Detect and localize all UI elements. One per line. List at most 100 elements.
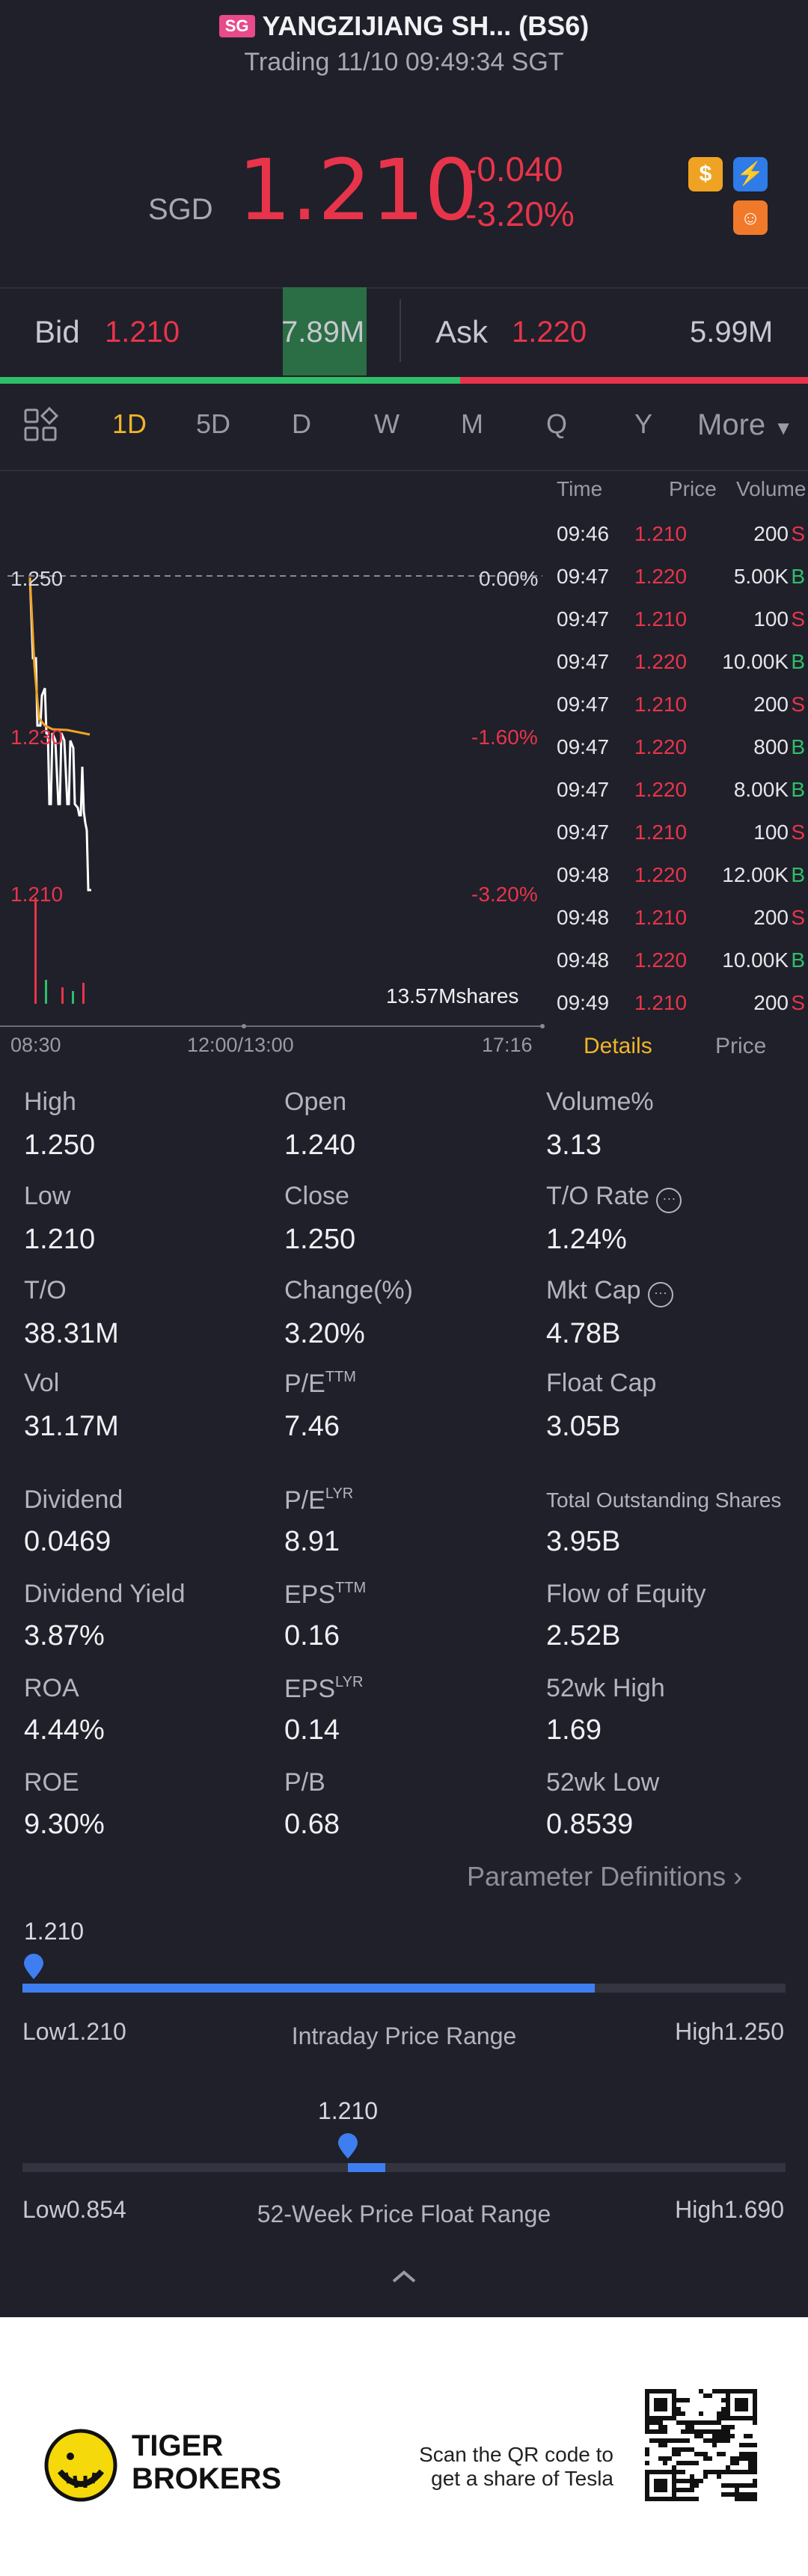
- trade-volume: 10.00K: [722, 650, 789, 673]
- ask-label: Ask: [435, 314, 489, 349]
- trade-price: 1.210: [634, 991, 688, 1014]
- trade-volume: 200: [753, 906, 789, 929]
- week52-range-marker: [348, 2163, 385, 2172]
- map-pin-icon: [22, 1954, 45, 1984]
- stat-divyield-value: 3.87%: [24, 1620, 105, 1652]
- time-label-open: 08:30: [10, 1034, 61, 1056]
- stat-torate-text: T/O Rate: [546, 1182, 649, 1210]
- trade-price: 1.220: [634, 948, 688, 972]
- intraday-low: Low1.210: [22, 2018, 126, 2045]
- trade-price: 1.220: [634, 778, 688, 801]
- dollar-icon[interactable]: $: [688, 157, 723, 191]
- intraday-chart[interactable]: [0, 471, 546, 1040]
- trade-price: 1.220: [634, 863, 688, 886]
- week52-current-price: 1.210: [318, 2097, 379, 2124]
- average-price-line: [28, 577, 91, 736]
- stat-pe-ttm-sup: TTM: [325, 1369, 356, 1385]
- tab-more-label: More: [697, 408, 766, 441]
- volume-bar: [82, 983, 85, 1004]
- tab-m[interactable]: M: [461, 408, 483, 439]
- trade-volume: 200: [753, 991, 789, 1014]
- stat-dividend-label: Dividend: [24, 1485, 123, 1514]
- stat-close-value: 1.250: [284, 1224, 356, 1255]
- stat-to-label: T/O: [24, 1276, 67, 1304]
- stat-to-value: 38.31M: [24, 1318, 119, 1349]
- trade-time: 09:47: [557, 607, 610, 631]
- trade-time: 09:46: [557, 522, 610, 545]
- stat-torate-label[interactable]: T/O Rate ···: [546, 1182, 682, 1213]
- tab-price[interactable]: Price: [715, 1034, 767, 1058]
- divider: [0, 470, 808, 471]
- app-background: [0, 0, 808, 2317]
- session-break-dot: [242, 1024, 246, 1028]
- intraday-range-fill: [22, 1984, 595, 1993]
- chevron-up-icon[interactable]: [389, 2266, 419, 2288]
- week52-high: High1.690: [675, 2196, 784, 2223]
- stat-vol-label: Vol: [24, 1369, 60, 1397]
- stat-high-label: High: [24, 1088, 76, 1116]
- trade-time: 09:47: [557, 565, 610, 588]
- tab-details[interactable]: Details: [584, 1034, 652, 1058]
- tiger-logo-icon: [43, 2428, 118, 2506]
- stat-dividend-value: 0.0469: [24, 1526, 111, 1557]
- tab-q[interactable]: Q: [546, 408, 568, 439]
- intraday-current-price: 1.210: [24, 1918, 85, 1945]
- stat-52wk-low-value: 0.8539: [546, 1809, 634, 1840]
- bid-volume-bar: [283, 287, 367, 375]
- stat-open-value: 1.240: [284, 1129, 356, 1161]
- tab-5d[interactable]: 5D: [196, 408, 231, 439]
- stat-floatcap-value: 3.05B: [546, 1411, 621, 1442]
- tab-more[interactable]: More ▼: [697, 408, 793, 442]
- stat-low-label: Low: [24, 1182, 71, 1210]
- stat-high-value: 1.250: [24, 1129, 96, 1161]
- stat-vol-value: 31.17M: [24, 1411, 119, 1442]
- volume-bar: [72, 991, 74, 1004]
- stat-pe-ttm-value: 7.46: [284, 1411, 340, 1442]
- trade-side: B: [791, 863, 805, 886]
- trade-side: B: [791, 735, 805, 758]
- trade-time: 09:47: [557, 821, 610, 844]
- tab-y[interactable]: Y: [634, 408, 653, 439]
- week52-low: Low0.854: [22, 2196, 126, 2223]
- stat-close-label: Close: [284, 1182, 349, 1210]
- chart-price-label-high: 1.250: [10, 567, 64, 590]
- stat-pe-ttm-text: P/E: [284, 1370, 325, 1398]
- stat-roa-value: 4.44%: [24, 1714, 105, 1746]
- stat-pe-lyr-text: P/E: [284, 1486, 325, 1515]
- more-info-icon[interactable]: ···: [648, 1282, 674, 1307]
- trade-time: 09:49: [557, 991, 610, 1014]
- volume-bar: [61, 987, 64, 1004]
- qr-cta-line2: get a share of Tesla: [431, 2467, 613, 2490]
- grid-layout-icon[interactable]: [22, 406, 60, 448]
- trade-side: S: [791, 906, 805, 929]
- stat-tos-label: Total Outstanding Shares: [546, 1488, 782, 1512]
- week52-range-track: [22, 2163, 786, 2172]
- more-info-icon[interactable]: ···: [656, 1188, 682, 1213]
- trade-price: 1.210: [634, 821, 688, 844]
- stat-open-label: Open: [284, 1088, 347, 1116]
- stat-eps-ttm-sup: TTM: [335, 1580, 367, 1596]
- chat-icon[interactable]: ☺: [733, 200, 768, 235]
- trade-time: 09:47: [557, 778, 610, 801]
- volume-bar: [34, 898, 37, 1004]
- trade-time: 09:47: [557, 735, 610, 758]
- stat-change-pct-label: Change(%): [284, 1276, 413, 1304]
- trade-volume: 5.00K: [733, 565, 789, 588]
- chevron-right-icon: ›: [733, 1861, 743, 1892]
- stat-52wk-high-value: 1.69: [546, 1714, 602, 1746]
- parameter-definitions-link[interactable]: Parameter Definitions ›: [467, 1861, 742, 1892]
- time-label-break: 12:00/13:00: [187, 1034, 294, 1056]
- tab-d[interactable]: D: [292, 408, 311, 439]
- trade-volume: 8.00K: [733, 778, 789, 801]
- lightning-icon[interactable]: ⚡: [733, 157, 768, 191]
- tab-1d[interactable]: 1D: [112, 408, 147, 439]
- price-line: [28, 577, 91, 892]
- session-end-dot: [540, 1024, 545, 1028]
- tab-w[interactable]: W: [374, 408, 400, 439]
- trade-time: 09:48: [557, 906, 610, 929]
- volume-bar: [45, 980, 47, 1004]
- stat-eps-lyr-value: 0.14: [284, 1714, 340, 1746]
- trade-volume: 100: [753, 821, 789, 844]
- stat-mktcap-label[interactable]: Mkt Cap ···: [546, 1276, 674, 1307]
- stat-roa-label: ROA: [24, 1674, 79, 1702]
